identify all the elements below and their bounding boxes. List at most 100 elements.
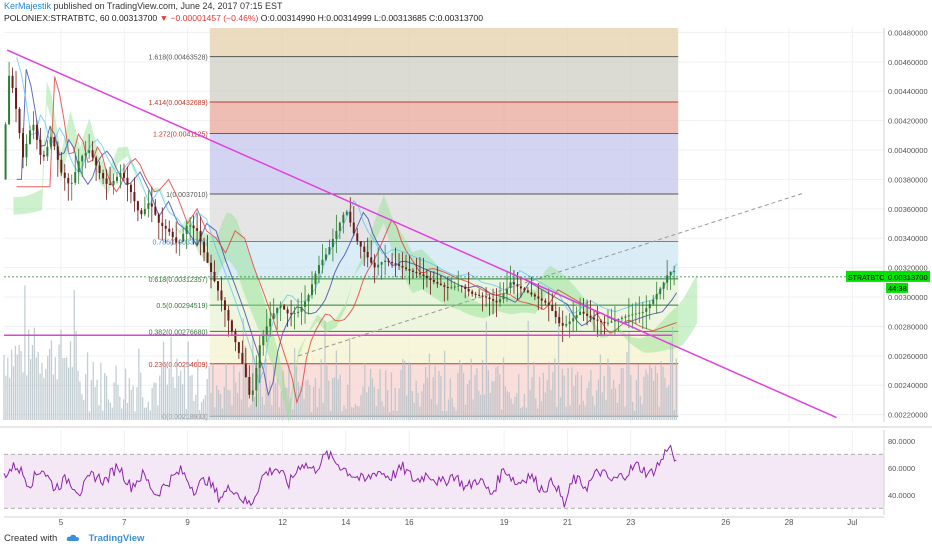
rsi-panel: 80.0000 60.0000 40.0000: [3, 430, 915, 515]
price-axis-tick: 0.00320000: [888, 264, 928, 273]
candle-body: [394, 263, 397, 265]
price-axis-tick: 0.00260000: [888, 352, 928, 361]
candle-body: [359, 241, 362, 247]
drawing-lines: [4, 49, 884, 419]
candle-body: [415, 271, 418, 274]
candle-body: [255, 367, 258, 391]
candle-body: [185, 225, 188, 234]
symbol-tag-label: STRATBTC: [848, 275, 884, 282]
fib-dashed-diagonal: [298, 192, 806, 357]
candle-body: [603, 321, 606, 324]
candle-body: [492, 299, 495, 301]
candle-body: [405, 267, 408, 270]
candle-body: [91, 150, 94, 158]
price-axis-tick: 0.00400000: [888, 146, 928, 155]
candle-body: [157, 214, 160, 223]
symbol-ohlc-line: POLONIEX:STRATBTC, 60 0.00313700 ▼ −0.00…: [4, 13, 483, 23]
tradingview-brand[interactable]: TradingView: [88, 533, 145, 544]
candle-body: [450, 287, 453, 289]
candle-body: [4, 124, 7, 180]
candle-body: [98, 165, 101, 174]
candle-body: [411, 270, 414, 272]
candle-body: [63, 172, 66, 178]
candle-body: [70, 182, 73, 184]
candle-body: [547, 302, 550, 305]
fib-level-label: 0.786(0.0033780): [152, 239, 207, 246]
candle-body: [533, 294, 536, 297]
candle-body: [526, 290, 529, 293]
fib-level-label: 0.5(0.00294519): [156, 303, 207, 310]
candle-body: [401, 265, 404, 268]
candle-body: [338, 222, 341, 231]
candle-body: [154, 206, 157, 215]
candle-body: [136, 201, 139, 211]
time-axis-tick: 16: [405, 518, 414, 527]
candle-body: [387, 260, 390, 262]
candle-body: [575, 314, 578, 319]
candle-body: [617, 318, 620, 321]
candle-body: [398, 264, 401, 266]
candle-body: [540, 298, 543, 301]
candle-body: [561, 323, 564, 326]
candle-body: [495, 300, 498, 303]
candle-body: [161, 222, 164, 226]
candle-body: [446, 286, 449, 289]
fib-level-label: 1.272(0.0041125): [153, 131, 208, 138]
candle-body: [505, 287, 508, 294]
candle-body: [624, 316, 627, 318]
candle-body: [321, 259, 324, 266]
candle-body: [638, 312, 641, 314]
candle-body: [613, 320, 616, 322]
candle-body: [467, 289, 470, 292]
time-axis-tick: 14: [341, 518, 350, 527]
candle-body: [634, 313, 637, 315]
candle-body: [122, 172, 125, 178]
candle-body: [673, 271, 676, 273]
candle-body: [164, 225, 167, 229]
candle-body: [46, 146, 49, 157]
time-axis-tick: 9: [185, 518, 190, 527]
candle-body: [168, 228, 171, 232]
candle-body: [335, 230, 338, 239]
candle-body: [109, 183, 112, 185]
candle-body: [324, 254, 327, 260]
price-axis-tick: 0.00340000: [888, 234, 928, 243]
candle-body: [478, 294, 481, 296]
fib-band: [209, 101, 679, 134]
candle-body: [196, 228, 199, 231]
candle-body: [147, 203, 150, 209]
candle-body: [42, 154, 45, 157]
candle-body: [370, 257, 373, 263]
candle-body: [25, 143, 28, 158]
candle-body: [474, 293, 477, 295]
candle-body: [175, 237, 178, 243]
candle-body: [551, 304, 554, 312]
price-axis-tick: 0.00460000: [888, 58, 928, 67]
author-link[interactable]: KerMajestik: [4, 1, 52, 11]
candle-body: [95, 157, 98, 166]
price-axis-tick: 0.00380000: [888, 175, 928, 184]
candle-body: [178, 241, 181, 243]
fib-band: [209, 193, 679, 242]
candle-body: [666, 275, 669, 283]
candle-body: [425, 275, 428, 278]
candle-body: [199, 230, 202, 242]
candle-body: [363, 246, 366, 252]
candle-body: [460, 285, 463, 287]
time-axis-tick: 28: [785, 518, 794, 527]
candle-body: [300, 306, 303, 312]
candle-body: [105, 178, 108, 184]
fib-level-label: 1(0.0037010): [166, 192, 208, 199]
candle-body: [659, 288, 662, 295]
candle-body: [182, 233, 185, 242]
candle-body: [509, 282, 512, 288]
candle-body: [655, 294, 658, 300]
candle-body: [432, 279, 435, 282]
candle-body: [373, 262, 376, 268]
time-axis-tick: 21: [563, 518, 572, 527]
candle-body: [554, 311, 557, 318]
price-axis-tick: 0.00300000: [888, 293, 928, 302]
published-text: published on TradingView.com, June 24, 2…: [53, 1, 283, 11]
moving-average-line: [16, 57, 678, 385]
